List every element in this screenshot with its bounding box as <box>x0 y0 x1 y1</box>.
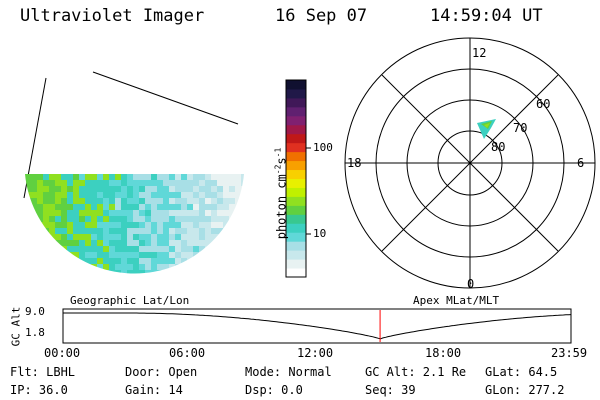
timeline-xtick-0600: 06:00 <box>169 346 206 360</box>
mlt-label-18: 18 <box>347 156 362 170</box>
timeline-ytick-max: 9.0 <box>25 305 45 318</box>
colorbar-swatch <box>286 133 306 144</box>
apex-caption: Apex MLat/MLT <box>413 294 500 307</box>
status-gain: Gain: 14 <box>125 383 183 397</box>
mlat-label-60: 60 <box>536 97 551 111</box>
geographic-image <box>25 174 244 274</box>
polar-plot <box>344 37 596 289</box>
timeline-xtick-1800: 18:00 <box>425 346 462 360</box>
status-door: Door: Open <box>125 365 198 379</box>
timeline-xtick-0000: 00:00 <box>44 346 81 360</box>
timeline-xtick-2359: 23:59 <box>551 346 588 360</box>
mlat-label-70: 70 <box>513 121 528 135</box>
status-gc-alt: GC Alt: 2.1 Re <box>365 365 467 379</box>
status-mode: Mode: Normal <box>245 365 332 379</box>
timeline-ylabel: GC Alt <box>9 306 23 347</box>
colorbar-tick-10: 10 <box>313 227 327 240</box>
timeline-xtick-1200: 12:00 <box>297 346 334 360</box>
status-glon: GLon: 277.2 <box>485 383 565 397</box>
colorbar-swatch <box>286 142 306 153</box>
colorbar-swatch <box>286 259 306 269</box>
mlat-label-80: 80 <box>491 140 506 154</box>
mlt-label-0: 0 <box>467 277 475 291</box>
status-glat: GLat: 64.5 <box>485 365 558 379</box>
aurora-spot <box>477 119 496 139</box>
colorbar-swatch <box>286 151 306 162</box>
colorbar-swatch <box>286 214 306 224</box>
mlt-label-12: 12 <box>472 46 487 60</box>
colorbar-swatch <box>286 106 306 117</box>
instrument-title: Ultraviolet Imager <box>20 6 205 26</box>
mlt-label-6: 6 <box>577 156 585 170</box>
colorbar-swatch <box>286 124 306 135</box>
colorbar-swatch <box>286 97 306 108</box>
colorbar-swatch <box>286 80 306 90</box>
altitude-timeline <box>62 308 572 344</box>
colorbar-swatch <box>286 223 306 233</box>
status-seq: Seq: 39 <box>365 383 416 397</box>
colorbar-ticks <box>306 147 311 235</box>
status-ip: IP: 36.0 <box>10 383 68 397</box>
colorbar-swatch <box>286 160 306 171</box>
colorbar-swatch <box>286 187 306 197</box>
colorbar-swatch <box>286 205 306 215</box>
colorbar-swatch <box>286 232 306 242</box>
timeline-ytick-min: 1.8 <box>25 326 45 339</box>
colorbar-tick-100: 100 <box>313 141 333 154</box>
colorbar-border <box>285 79 307 278</box>
colorbar-swatch <box>286 241 306 251</box>
colorbar-swatch <box>286 196 306 206</box>
geographic-caption: Geographic Lat/Lon <box>70 294 190 307</box>
colorbar-swatch <box>286 268 306 278</box>
colorbar-swatch <box>286 178 306 188</box>
colorbar-swatch <box>286 115 306 126</box>
colorbar-swatch <box>286 250 306 260</box>
colorbar-swatch <box>286 88 306 99</box>
time-label: 14:59:04 UT <box>430 6 543 26</box>
date-label: 16 Sep 07 <box>275 6 368 26</box>
status-filter: Flt: LBHL <box>10 365 76 379</box>
color-bar <box>285 79 307 278</box>
colorbar-unit-label: photon cm-2s-1 <box>273 147 289 240</box>
status-dsp: Dsp: 0.0 <box>245 383 303 397</box>
colorbar-swatch <box>286 169 306 179</box>
